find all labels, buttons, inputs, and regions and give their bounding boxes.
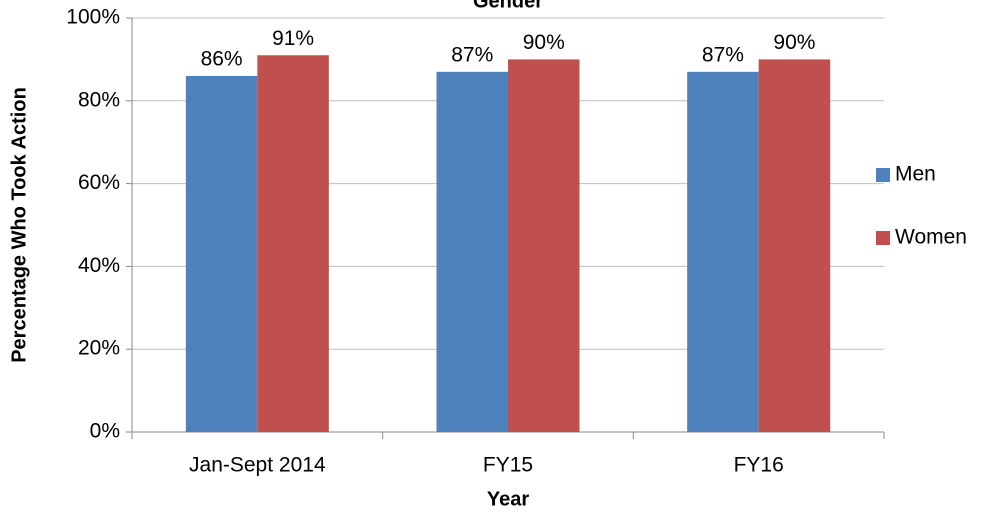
y-tick-label: 60% [78, 171, 120, 194]
value-label: 86% [201, 48, 243, 71]
x-tick-label: FY16 [734, 454, 784, 477]
x-tick-label: FY15 [483, 454, 533, 477]
bar [185, 75, 258, 433]
y-tick-label: 20% [78, 337, 120, 360]
value-label: 91% [272, 27, 314, 50]
x-tick-label: Jan-Sept 2014 [189, 454, 326, 477]
chart-title: Gender [473, 0, 543, 12]
y-tick-label: 80% [78, 88, 120, 111]
legend-label: Men [895, 163, 936, 186]
y-axis-label: Percentage Who Took Action [8, 87, 30, 363]
value-label: 90% [523, 31, 565, 54]
bar [436, 71, 508, 432]
bar [687, 71, 759, 432]
bar [508, 59, 580, 433]
legend-label: Women [895, 226, 967, 249]
bar [257, 55, 329, 432]
value-label: 87% [702, 43, 744, 66]
legend-swatch [876, 231, 890, 245]
y-tick-label: 100% [66, 6, 120, 29]
y-tick-label: 0% [90, 420, 120, 443]
x-axis-label: Year [487, 488, 529, 510]
value-label: 90% [773, 31, 815, 54]
legend-swatch [876, 168, 890, 182]
y-tick-label: 40% [78, 254, 120, 277]
value-label: 87% [451, 43, 493, 66]
bar [758, 59, 831, 433]
